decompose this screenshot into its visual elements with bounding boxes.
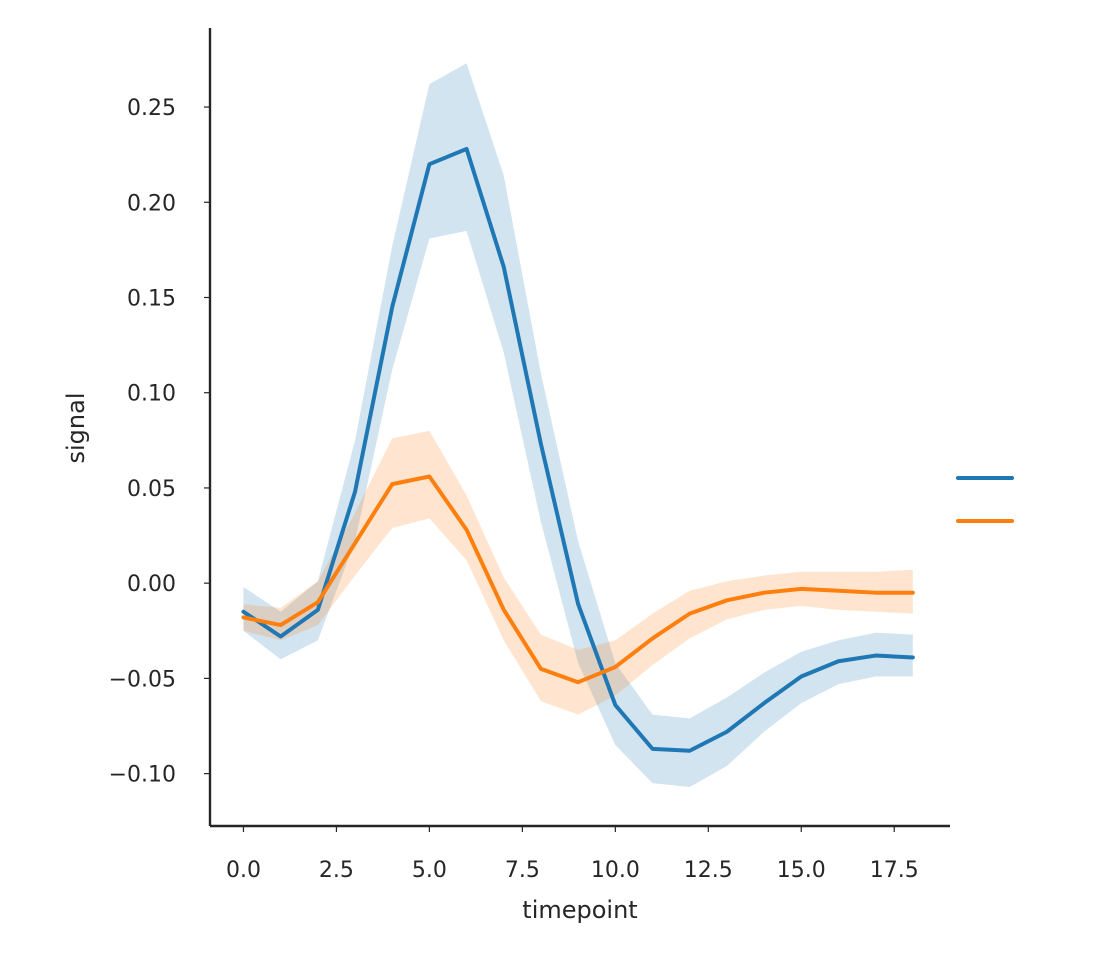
y-tick-label: −0.10: [109, 763, 176, 788]
y-tick-label: 0.25: [127, 96, 176, 121]
legend: [956, 476, 1014, 523]
x-tick-label: 15.0: [777, 858, 826, 883]
x-axis-label: timepoint: [522, 896, 637, 924]
series-2-ci-band: [243, 430, 913, 715]
y-tick-label: 0.20: [127, 191, 176, 216]
y-tick-label: 0.00: [127, 572, 176, 597]
series-1-ci-band: [243, 63, 913, 787]
y-axis-ticks: −0.10 −0.05 0.00 0.05 0.10 0.15 0.20 0.25: [109, 96, 210, 788]
x-axis-ticks: 0.0 2.5 5.0 7.5 10.0 12.5 15.0 17.5: [226, 826, 919, 883]
x-tick-label: 0.0: [226, 858, 261, 883]
series-1-line: [241, 146, 915, 753]
x-tick-label: 17.5: [870, 858, 919, 883]
confidence-bands: [243, 63, 913, 787]
x-tick-label: 10.0: [591, 858, 640, 883]
y-tick-label: 0.15: [127, 286, 176, 311]
y-tick-label: 0.05: [127, 477, 176, 502]
x-tick-label: 2.5: [319, 858, 354, 883]
series-2-line: [241, 474, 915, 685]
x-tick-label: 7.5: [505, 858, 540, 883]
x-tick-label: 12.5: [684, 858, 733, 883]
y-tick-label: 0.10: [127, 382, 176, 407]
y-tick-label: −0.05: [109, 667, 176, 692]
x-tick-label: 5.0: [412, 858, 447, 883]
series-lines: [241, 146, 915, 753]
y-axis-label: signal: [62, 393, 90, 464]
